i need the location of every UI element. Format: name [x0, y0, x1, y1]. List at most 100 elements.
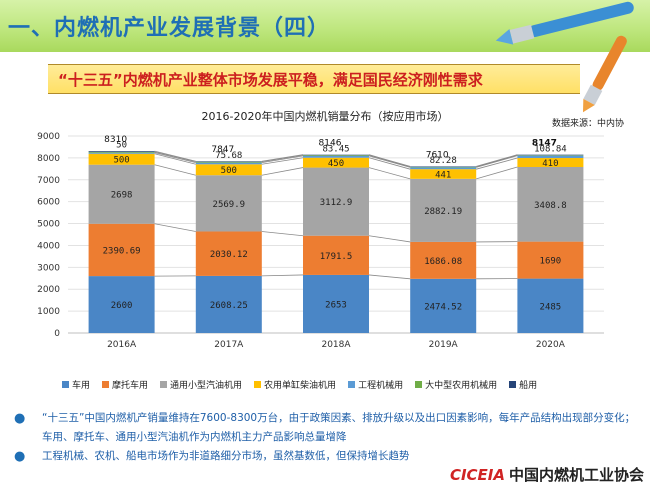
data-label: 500: [221, 166, 237, 176]
series-connector-line: [154, 151, 196, 163]
total-label: 7610: [426, 150, 449, 160]
series-connector-line: [368, 155, 411, 168]
bullet-dot-icon: ●: [14, 411, 26, 426]
legend-swatch: [160, 381, 168, 388]
header-band: 一、内燃机产业发展背景（四）: [0, 0, 650, 113]
bar-segment: [303, 274, 369, 333]
series-connector-line: [476, 154, 518, 168]
series-connector-line: [154, 152, 196, 164]
stacked-bar-chart: 0 1000 2000 3000 4000 5000 6000 7000 8000 9000 201…: [37, 132, 604, 350]
data-label: 1690: [540, 257, 562, 267]
series-connector-line: [261, 154, 304, 163]
data-label: 3408.8: [534, 201, 567, 211]
bar-segment: [410, 178, 477, 242]
y-tick-label: 6000: [37, 198, 60, 208]
bar-segment: [195, 161, 262, 163]
series-connector-line: [154, 153, 196, 165]
bar-segment: [88, 223, 155, 277]
legend-swatch: [102, 381, 110, 388]
data-label: 2569.9: [213, 200, 246, 210]
data-label: 2474.52: [424, 302, 462, 312]
series-connector-line: [368, 274, 411, 280]
legend-item: 大中型农用机械用: [415, 378, 497, 391]
legend-swatch: [509, 381, 517, 388]
bullet-dot-icon: ●: [14, 449, 26, 464]
bullet-text: 工程机械、农机、船电市场作为非道路细分市场，虽然基数低，但保持增长趋势: [42, 450, 410, 462]
x-tick-label: 2016A: [107, 340, 137, 350]
banner-text: “十三五”内燃机产业整体市场发展平稳，满足国民经济刚性需求: [58, 71, 483, 89]
bullet-text: “十三五”中国内燃机产销量维持在7600-8300万台，由于政策因素、排放升级以…: [42, 412, 636, 443]
bar-segment: [517, 154, 584, 156]
data-label: 1686.08: [424, 257, 462, 267]
legend-item: 通用小型汽油机用: [160, 378, 242, 391]
data-label: 2882.19: [424, 207, 462, 217]
legend-item: 船用: [509, 378, 537, 391]
legend-item: 农用单缸柴油机用: [254, 378, 336, 391]
legend-label: 车用: [72, 381, 91, 391]
bar-segment: [195, 275, 262, 333]
series-connector-line: [476, 155, 518, 168]
y-tick-label: 3000: [37, 263, 60, 273]
series-connector-line: [154, 223, 196, 232]
bar-segment: [303, 157, 369, 168]
data-label: 50: [116, 141, 127, 151]
data-label: 2030.12: [210, 250, 248, 260]
bar-segment: [88, 151, 155, 152]
bar-segment: [517, 155, 584, 159]
ciceia-logo: CICEIA: [449, 466, 505, 484]
data-label: 75.68: [215, 151, 242, 161]
data-label: 2390.69: [103, 246, 141, 256]
series-connector-line: [261, 274, 304, 277]
data-label: 2653: [325, 300, 347, 310]
page-title: 一、内燃机产业发展背景（四）: [8, 16, 331, 41]
bar-segment: [517, 278, 584, 333]
bar-segment: [88, 152, 155, 154]
total-label: 8310: [104, 135, 127, 145]
series-connector-line: [261, 231, 304, 237]
x-tick-label: 2017A: [214, 340, 244, 350]
bar-segment: [410, 278, 477, 333]
series-connector-line: [476, 157, 518, 170]
series-connector-line: [261, 154, 304, 162]
series-connector-line: [261, 155, 304, 164]
bar-segment: [303, 167, 369, 236]
y-tick-label: 8000: [37, 154, 60, 164]
data-label: 2600: [111, 301, 133, 311]
bar-segment: [410, 169, 477, 179]
bar-segment: [195, 175, 262, 232]
x-tick-label: 2019A: [429, 340, 459, 350]
data-label: 441: [435, 171, 451, 181]
data-label: 410: [542, 159, 558, 169]
legend-label: 农用单缸柴油机用: [264, 381, 337, 391]
bar-segment: [410, 241, 477, 279]
bar-segment: [195, 161, 262, 162]
paintbrush-blue-icon: [495, 1, 634, 45]
legend-label: 通用小型汽油机用: [170, 381, 243, 391]
data-label: 2608.25: [210, 301, 248, 311]
y-tick-label: 1000: [37, 307, 60, 317]
paintbrush-orange-icon: [582, 35, 627, 113]
bar-segment: [88, 153, 155, 165]
bar-segment: [410, 166, 477, 167]
total-label: 8146: [319, 139, 342, 149]
series-connector-line: [368, 235, 411, 243]
bullet-item: ● 工程机械、农机、船电市场作为非道路细分市场，虽然基数低，但保持增长趋势: [12, 447, 642, 466]
series-connector-line: [261, 157, 304, 165]
data-label: 2485: [540, 302, 562, 312]
chart-title: 2016-2020年中国内燃机销量分布（按应用市场）: [201, 110, 449, 123]
data-label: 82.28: [430, 156, 457, 166]
data-label: 1791.5: [320, 252, 353, 262]
subtitle-banner: “十三五”内燃机产业整体市场发展平稳，满足国民经济刚性需求: [48, 64, 580, 94]
data-label: 2698: [111, 191, 133, 201]
series-connector-line: [368, 154, 411, 168]
y-tick-label: 0: [54, 329, 60, 339]
legend-label: 船用: [519, 381, 538, 391]
org-name: 中国内燃机工业协会: [508, 466, 644, 484]
bar-segment: [88, 164, 155, 224]
x-tick-label: 2020A: [536, 340, 566, 350]
bar-segment: [410, 167, 477, 170]
bar-segment: [88, 151, 155, 153]
legend-item: 车用: [62, 378, 90, 391]
data-label: 500: [113, 156, 129, 166]
bar-segment: [303, 155, 369, 158]
